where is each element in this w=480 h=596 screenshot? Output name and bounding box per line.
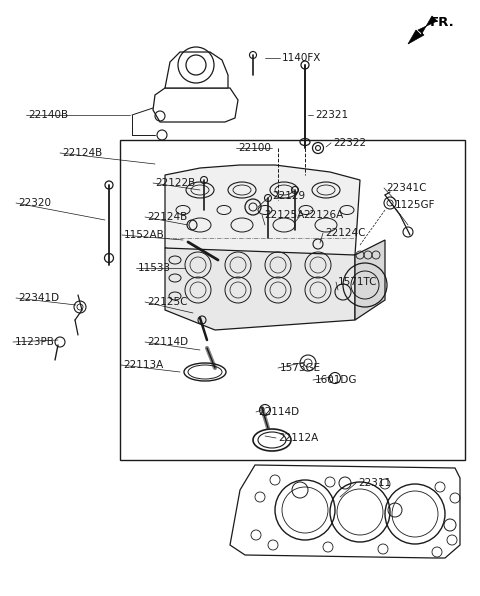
Text: 22322: 22322 (333, 138, 366, 148)
Text: 11533: 11533 (138, 263, 171, 273)
Text: FR.: FR. (430, 16, 455, 29)
Text: 22140B: 22140B (28, 110, 68, 120)
Text: 22114D: 22114D (147, 337, 188, 347)
Text: 22124B: 22124B (62, 148, 102, 158)
Text: 22320: 22320 (18, 198, 51, 208)
Text: 22113A: 22113A (123, 360, 163, 370)
Text: 22125A: 22125A (264, 210, 304, 220)
Text: 22122B: 22122B (155, 178, 195, 188)
Text: 22112A: 22112A (278, 433, 318, 443)
Polygon shape (165, 52, 228, 88)
Text: 22100: 22100 (238, 143, 271, 153)
Text: 22124B: 22124B (147, 212, 187, 222)
Text: 1573GE: 1573GE (280, 363, 321, 373)
Text: 22321: 22321 (315, 110, 348, 120)
Text: 22311: 22311 (358, 478, 391, 488)
Text: 1571TC: 1571TC (338, 277, 377, 287)
Bar (120, 140, 465, 460)
Polygon shape (408, 16, 437, 44)
Text: 22341C: 22341C (386, 183, 427, 193)
Text: 22114D: 22114D (258, 407, 299, 417)
Polygon shape (355, 240, 385, 320)
Text: 22129: 22129 (272, 191, 305, 201)
Text: 22341D: 22341D (18, 293, 59, 303)
Text: 1125GF: 1125GF (395, 200, 435, 210)
Text: 22125C: 22125C (147, 297, 188, 307)
Polygon shape (230, 465, 460, 558)
Text: 1152AB: 1152AB (124, 230, 165, 240)
Polygon shape (165, 165, 360, 262)
Text: 1601DG: 1601DG (315, 375, 358, 385)
Polygon shape (165, 248, 355, 330)
Text: 22124C: 22124C (325, 228, 365, 238)
Text: 1123PB: 1123PB (15, 337, 55, 347)
Polygon shape (153, 88, 238, 122)
Text: 22126A: 22126A (303, 210, 343, 220)
Text: 1140FX: 1140FX (282, 53, 322, 63)
